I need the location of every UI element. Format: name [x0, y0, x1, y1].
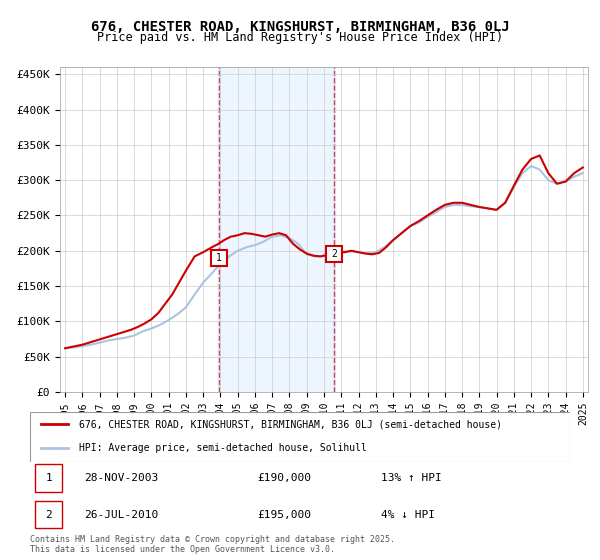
Text: £195,000: £195,000 [257, 510, 311, 520]
Text: 1: 1 [216, 253, 222, 263]
Text: 4% ↓ HPI: 4% ↓ HPI [381, 510, 435, 520]
Text: 2: 2 [331, 249, 337, 259]
Text: £190,000: £190,000 [257, 473, 311, 483]
FancyBboxPatch shape [35, 464, 62, 492]
FancyBboxPatch shape [30, 412, 570, 462]
Text: 676, CHESTER ROAD, KINGSHURST, BIRMINGHAM, B36 0LJ (semi-detached house): 676, CHESTER ROAD, KINGSHURST, BIRMINGHA… [79, 419, 502, 429]
Text: Price paid vs. HM Land Registry's House Price Index (HPI): Price paid vs. HM Land Registry's House … [97, 31, 503, 44]
Text: 26-JUL-2010: 26-JUL-2010 [84, 510, 158, 520]
Text: 28-NOV-2003: 28-NOV-2003 [84, 473, 158, 483]
Text: Contains HM Land Registry data © Crown copyright and database right 2025.
This d: Contains HM Land Registry data © Crown c… [30, 535, 395, 554]
Text: 1: 1 [46, 473, 52, 483]
Text: 2: 2 [46, 510, 52, 520]
Bar [219, 67, 334, 392]
Text: HPI: Average price, semi-detached house, Solihull: HPI: Average price, semi-detached house,… [79, 443, 367, 453]
Bar [333, 67, 335, 392]
Text: 676, CHESTER ROAD, KINGSHURST, BIRMINGHAM, B36 0LJ: 676, CHESTER ROAD, KINGSHURST, BIRMINGHA… [91, 20, 509, 34]
FancyBboxPatch shape [35, 501, 62, 529]
Bar [218, 67, 220, 392]
Text: 13% ↑ HPI: 13% ↑ HPI [381, 473, 442, 483]
